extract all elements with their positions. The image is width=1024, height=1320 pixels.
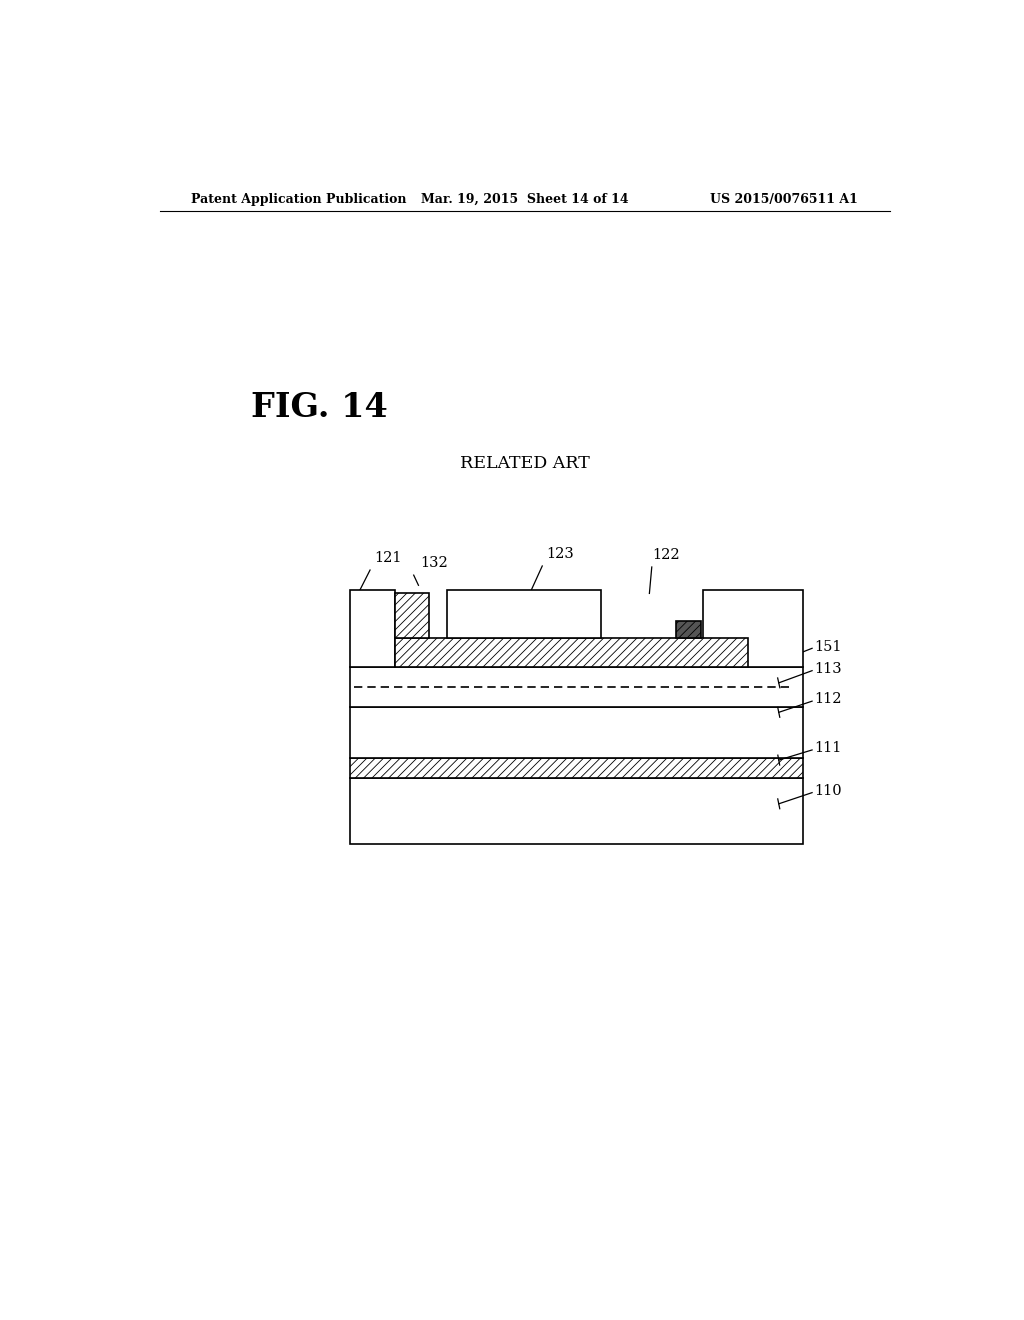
Bar <box>447 590 601 638</box>
Bar <box>395 638 749 667</box>
Bar <box>350 758 803 779</box>
Text: 122: 122 <box>652 548 679 562</box>
Text: 123: 123 <box>546 546 574 561</box>
Bar <box>350 590 395 667</box>
Text: 112: 112 <box>814 692 842 706</box>
Bar <box>395 594 429 638</box>
Bar <box>350 708 803 758</box>
Bar <box>350 667 803 708</box>
Text: RELATED ART: RELATED ART <box>460 455 590 471</box>
Text: US 2015/0076511 A1: US 2015/0076511 A1 <box>711 193 858 206</box>
Text: 110: 110 <box>814 784 842 797</box>
Text: 151: 151 <box>814 640 842 655</box>
Bar <box>350 779 803 845</box>
Text: 113: 113 <box>814 661 842 676</box>
Text: 132: 132 <box>420 556 447 570</box>
Text: Patent Application Publication: Patent Application Publication <box>191 193 407 206</box>
Text: Mar. 19, 2015  Sheet 14 of 14: Mar. 19, 2015 Sheet 14 of 14 <box>421 193 629 206</box>
Text: 121: 121 <box>374 550 401 565</box>
Bar <box>676 620 700 638</box>
Text: FIG. 14: FIG. 14 <box>251 391 388 424</box>
Text: 111: 111 <box>814 741 842 755</box>
Bar <box>703 590 803 667</box>
